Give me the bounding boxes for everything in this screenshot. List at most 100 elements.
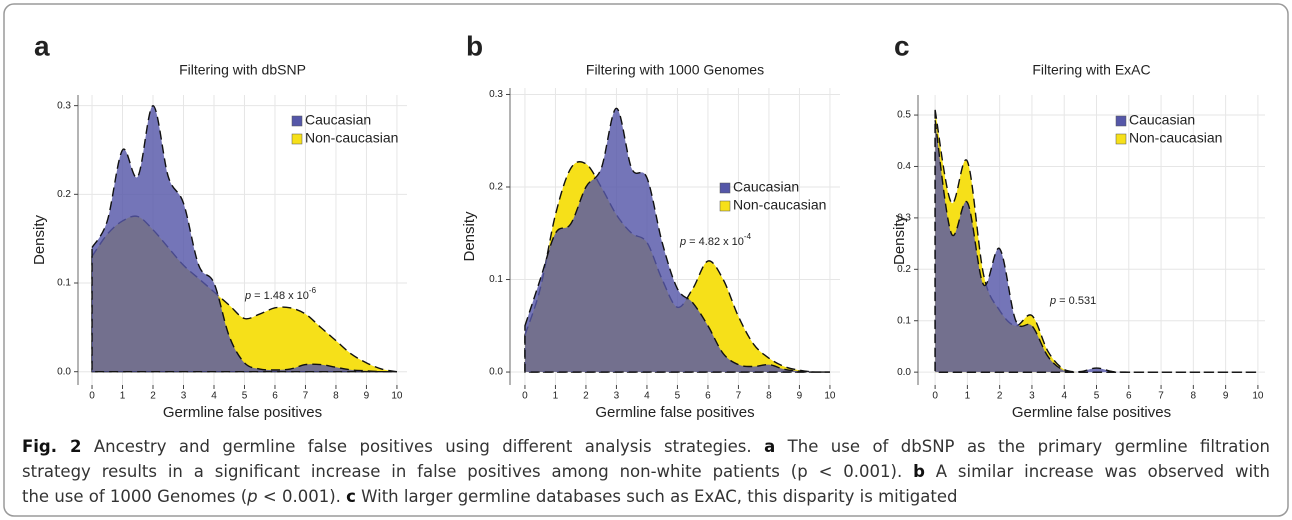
caption-line: strategy results in a significant increa… (22, 459, 1270, 484)
x-tick-label: 2 (997, 391, 1003, 402)
y-tick-label: 0.2 (57, 189, 71, 200)
y-axis-label: Density (461, 211, 478, 262)
x-axis-label: Germline false positives (595, 404, 754, 421)
x-tick-label: 7 (303, 391, 309, 402)
annotation-text: = 1.48 x 10 (251, 290, 309, 302)
legend-swatch (291, 115, 303, 127)
panel-letter: a (34, 30, 50, 61)
figure-border (3, 3, 1289, 517)
x-tick-label: 5 (675, 391, 681, 402)
legend-label: Caucasian (733, 179, 799, 195)
y-tick-label: 0.0 (57, 366, 71, 377)
y-tick-label: 0.0 (489, 367, 503, 378)
annotation: p = 1.48 x 10-6 (244, 286, 317, 302)
annotation: p = 0.531 (1049, 295, 1096, 307)
y-tick-label: 0.1 (57, 278, 71, 289)
annotation-variable: p (679, 236, 686, 248)
x-tick-label: 4 (211, 391, 217, 402)
y-tick-label: 0.3 (897, 213, 911, 224)
x-tick-label: 8 (333, 391, 339, 402)
caption-text: A similar increase was observed with (924, 462, 1270, 481)
y-tick-label: 0.4 (897, 161, 911, 172)
y-tick-label: 0.2 (489, 182, 503, 193)
chart-title: Filtering with dbSNP (179, 62, 306, 78)
panel-letter: c (894, 30, 910, 61)
panel-ref: a (764, 437, 776, 456)
caption-text: the use of 1000 Genomes ( (22, 487, 248, 506)
chart-title: Filtering with 1000 Genomes (586, 62, 764, 78)
annotation-exponent: -6 (309, 286, 317, 295)
x-tick-label: 2 (583, 391, 589, 402)
caption-text: < 0.001). (257, 487, 347, 506)
panel-ref: b (913, 462, 925, 481)
x-tick-label: 4 (644, 391, 650, 402)
legend-label: Non-caucasian (305, 130, 398, 146)
panel-ref: c (346, 487, 356, 506)
panel-letter: b (466, 30, 483, 61)
legend-swatch (1115, 115, 1127, 127)
caption-line: Fig. 2 Ancestry and germline false posit… (22, 434, 1270, 459)
caption-line: the use of 1000 Genomes (p < 0.001). c W… (22, 484, 1270, 509)
y-axis-label: Density (891, 214, 908, 265)
y-tick-label: 0.0 (897, 367, 911, 378)
annotation-variable: p (244, 290, 251, 302)
x-tick-label: 3 (614, 391, 620, 402)
x-tick-label: 6 (272, 391, 278, 402)
legend-swatch (291, 133, 303, 145)
figure-label: Fig. 2 (22, 437, 82, 456)
legend-swatch (719, 200, 731, 212)
x-tick-label: 0 (89, 391, 95, 402)
x-tick-label: 9 (797, 391, 803, 402)
y-axis-label: Density (31, 214, 48, 265)
y-tick-label: 0.3 (489, 89, 503, 100)
legend-label: Caucasian (1129, 112, 1195, 128)
caption-text: Ancestry and germline false positives us… (81, 437, 765, 456)
x-tick-label: 0 (522, 391, 528, 402)
x-tick-label: 8 (766, 391, 772, 402)
annotation-text: = 4.82 x 10 (686, 236, 744, 248)
x-tick-label: 5 (1094, 391, 1100, 402)
x-tick-label: 9 (1223, 391, 1229, 402)
legend-label: Non-caucasian (1129, 130, 1222, 146)
y-tick-label: 0.2 (897, 264, 911, 275)
annotation: p = 4.82 x 10-4 (679, 232, 752, 248)
density-area (524, 107, 830, 373)
x-tick-label: 7 (736, 391, 742, 402)
caption: Fig. 2 Ancestry and germline false posit… (22, 434, 1270, 509)
caption-text: With larger germline databases such as E… (355, 487, 958, 506)
caption-text: strategy results in a significant increa… (22, 462, 914, 481)
x-axis-label: Germline false positives (163, 404, 322, 421)
legend-swatch (719, 182, 731, 194)
y-tick-label: 0.1 (897, 315, 911, 326)
x-tick-label: 10 (1252, 391, 1264, 402)
x-tick-label: 1 (965, 391, 971, 402)
y-tick-label: 0.3 (57, 100, 71, 111)
legend-swatch (1115, 133, 1127, 145)
density-area (91, 104, 397, 373)
x-tick-label: 0 (932, 391, 938, 402)
density-area (934, 120, 1258, 373)
x-tick-label: 1 (120, 391, 126, 402)
x-tick-label: 3 (181, 391, 187, 402)
x-axis-label: Germline false positives (1012, 404, 1171, 421)
x-tick-label: 6 (705, 391, 711, 402)
x-tick-label: 8 (1191, 391, 1197, 402)
legend-label: Caucasian (305, 112, 371, 128)
chart-title: Filtering with ExAC (1032, 62, 1150, 78)
x-tick-label: 1 (553, 391, 559, 402)
legend-label: Non-caucasian (733, 197, 826, 213)
annotation-exponent: -4 (744, 232, 752, 241)
x-tick-label: 6 (1126, 391, 1132, 402)
x-tick-label: 5 (242, 391, 248, 402)
annotation-text: = 0.531 (1056, 295, 1096, 307)
caption-variable: p (247, 487, 258, 506)
caption-text: The use of dbSNP as the primary germline… (775, 437, 1270, 456)
y-tick-label: 0.5 (897, 110, 911, 121)
x-tick-label: 10 (391, 391, 403, 402)
y-tick-label: 0.1 (489, 274, 503, 285)
annotation-variable: p (1049, 295, 1056, 307)
x-tick-label: 4 (1061, 391, 1067, 402)
x-tick-label: 2 (150, 391, 156, 402)
